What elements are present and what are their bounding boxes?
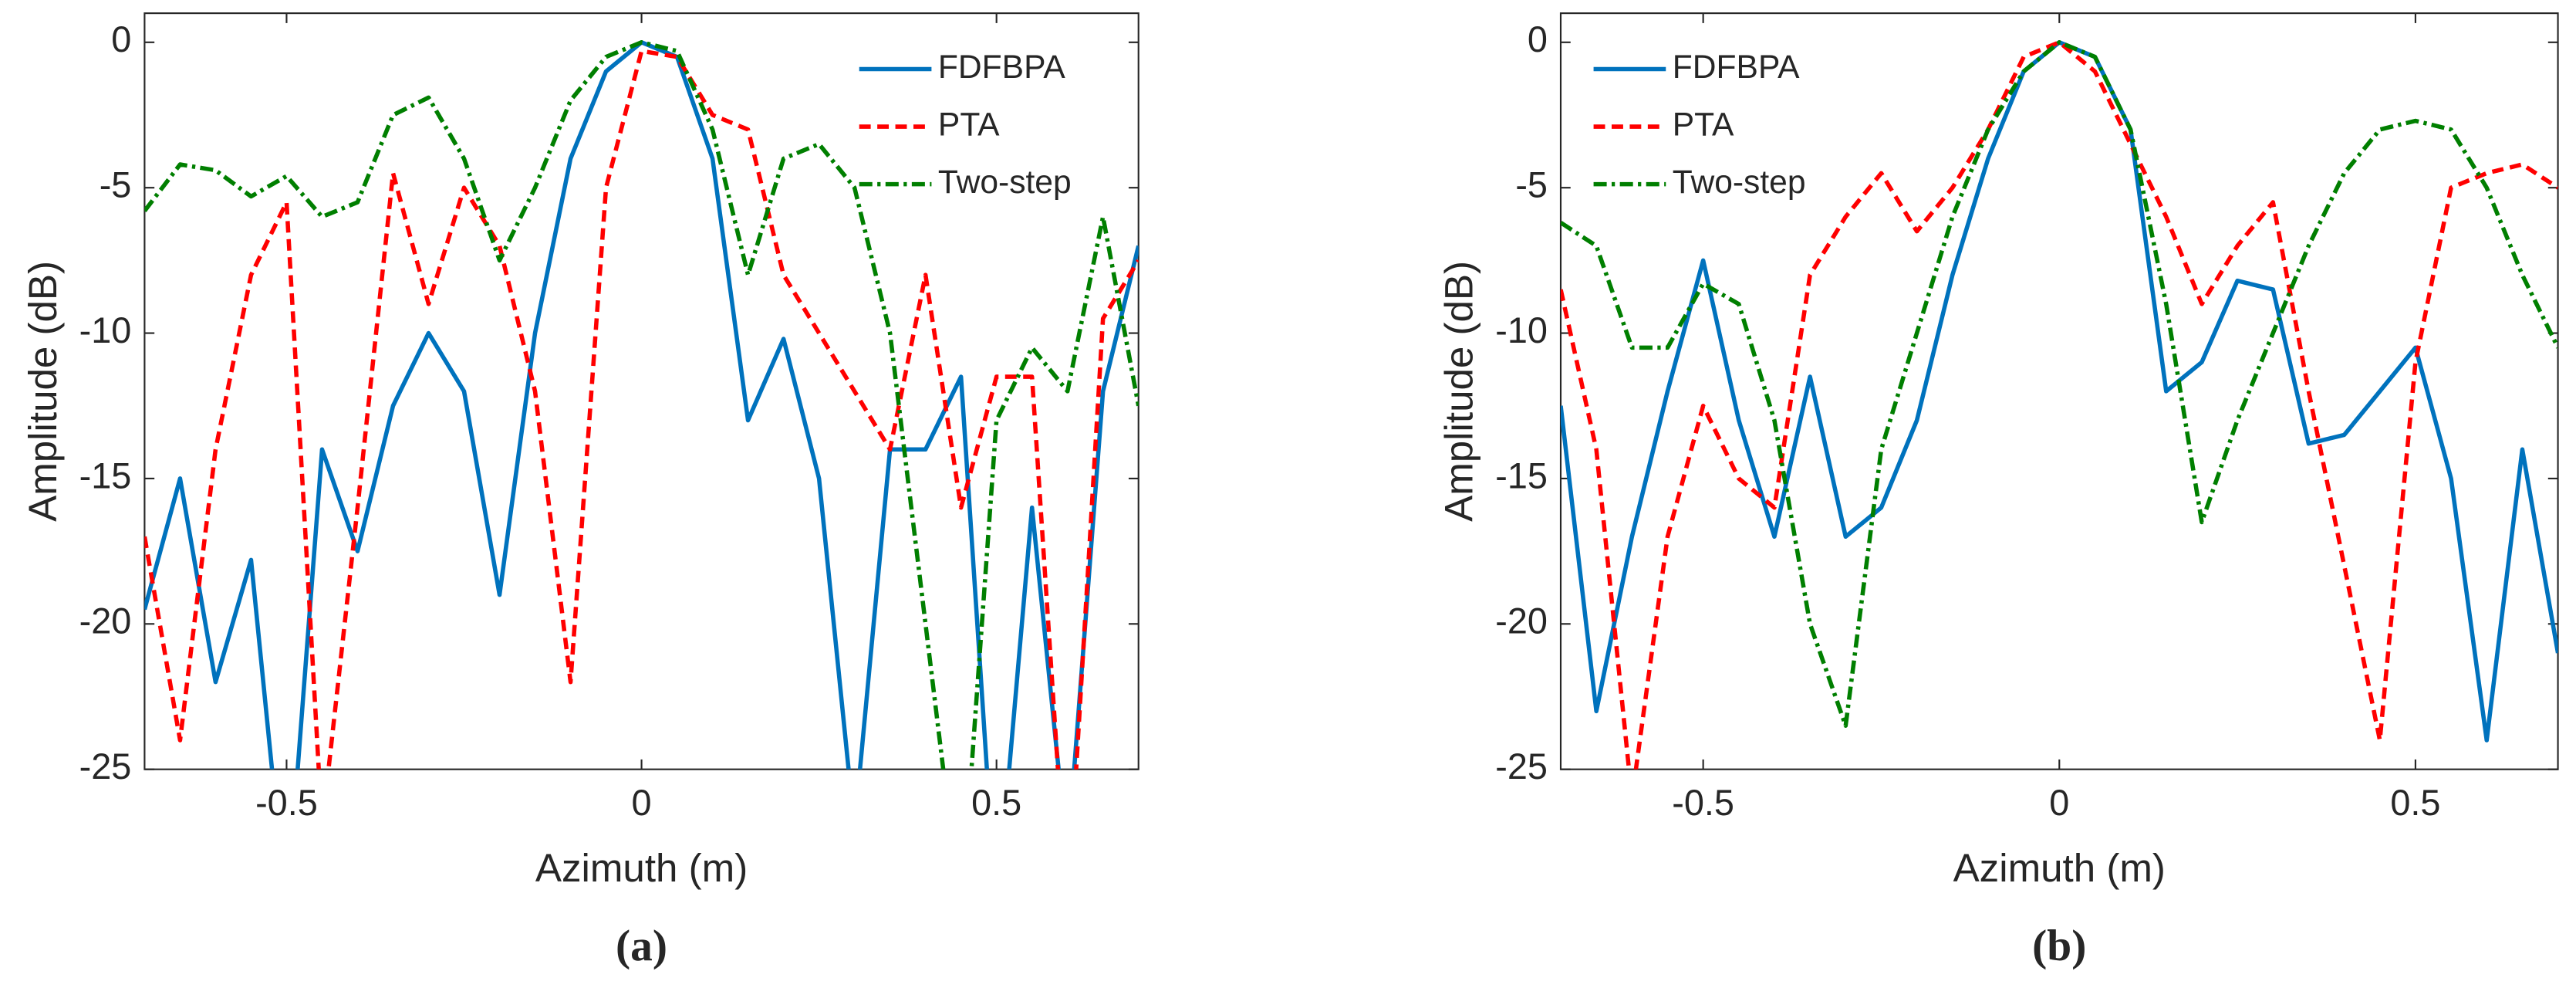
x-tick-label: 0 — [632, 783, 652, 823]
chart: -25 -20 -15 -10 -5 0 -0.5 0 0.5 Azimuth (m) Amplit… — [1437, 12, 2559, 970]
y-tick-label: -20 — [79, 601, 132, 641]
plot-frame — [143, 12, 1139, 770]
x-tick-label: 0.5 — [971, 783, 1021, 823]
y-tick-label: -10 — [1495, 310, 1548, 350]
y-tick-label: 0 — [111, 19, 131, 59]
x-tick-label: 0.5 — [2390, 783, 2440, 823]
x-tick-label: -0.5 — [1672, 783, 1734, 823]
x-tick-label: -0.5 — [255, 783, 318, 823]
y-tick-label: -5 — [100, 165, 132, 205]
y-tick-label: 0 — [1528, 19, 1548, 59]
legend: FDFBPA PTA Two-step — [859, 49, 1072, 201]
x-axis-label: Azimuth (m) — [535, 846, 748, 890]
legend-label: FDFBPA — [1673, 49, 1800, 86]
lines — [1560, 40, 2558, 770]
series-line — [1560, 40, 2558, 728]
lines — [144, 40, 1139, 770]
chart: -25 -20 -15 -10 -5 0 -0.5 0 0.5 Azimuth (m) Amplit… — [21, 12, 1139, 970]
legend-label: PTA — [1673, 106, 1734, 143]
legend-label: PTA — [938, 106, 1000, 143]
series-line — [1560, 40, 2558, 743]
series-line — [144, 49, 1139, 770]
y-tick-label: -25 — [79, 746, 132, 787]
legend: FDFBPA PTA Two-step — [1593, 49, 1806, 201]
y-tick-label: -10 — [79, 310, 132, 350]
legend-label: FDFBPA — [938, 49, 1065, 86]
y-axis-label: Amplitude (dB) — [21, 261, 65, 522]
y-tick-label: -15 — [79, 455, 132, 496]
plot-frame — [1559, 12, 2559, 770]
legend-label: Two-step — [938, 164, 1072, 201]
x-axis-label: Azimuth (m) — [1953, 846, 2166, 890]
caption: (b) — [2032, 922, 2086, 970]
series-line — [1560, 40, 2558, 770]
y-tick-label: -25 — [1495, 746, 1548, 787]
y-tick-label: -5 — [1515, 165, 1548, 205]
y-axis-label: Amplitude (dB) — [1437, 261, 1481, 522]
y-tick-label: -20 — [1495, 601, 1548, 641]
x-tick-label: 0 — [2049, 783, 2069, 823]
y-tick-label: -15 — [1495, 455, 1548, 496]
legend-label: Two-step — [1673, 164, 1806, 201]
caption: (a) — [616, 922, 667, 970]
series-line — [144, 40, 1139, 770]
